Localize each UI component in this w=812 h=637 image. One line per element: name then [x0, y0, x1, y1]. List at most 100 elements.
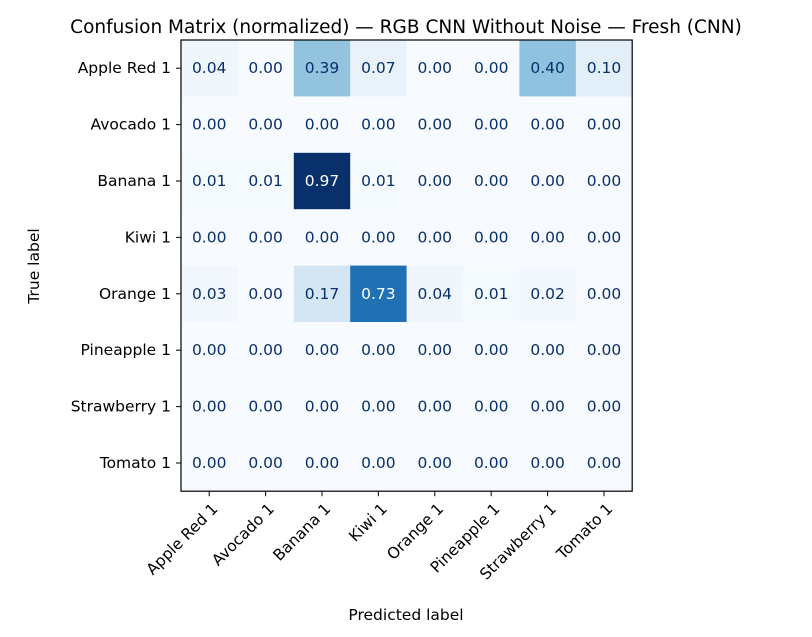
cell-value-label: 0.00 — [530, 172, 565, 190]
heatmap-cell — [237, 209, 295, 267]
heatmap-cell — [181, 152, 238, 210]
cell-value-label: 0.00 — [587, 228, 622, 246]
heatmap-cell — [181, 434, 238, 492]
cell-value-label: 0.00 — [587, 341, 622, 359]
heatmap-cell — [519, 209, 577, 267]
heatmap-cell — [181, 40, 238, 97]
cell-value-label: 0.00 — [192, 228, 227, 246]
heatmap-cell — [519, 434, 577, 492]
y-tick-label: Avocado 1 — [91, 116, 171, 134]
heatmap-cell — [463, 265, 520, 323]
heatmap-cell — [237, 96, 295, 154]
heatmap-cell — [463, 322, 520, 379]
heatmap-cell — [463, 209, 520, 267]
heatmap-cell — [237, 40, 295, 97]
heatmap-cell — [575, 152, 633, 210]
cell-value-label: 0.03 — [192, 285, 227, 303]
cell-value-label: 0.00 — [305, 341, 340, 359]
y-tick-label: Pineapple 1 — [81, 341, 171, 359]
cell-value-label: 0.00 — [192, 398, 227, 416]
heatmap-cell — [350, 378, 408, 436]
heatmap-cell-labels: 0.04 0.00 0.39 0.07 0.00 0.00 0.40 0.10 0.00 0.00… — [192, 59, 621, 472]
heatmap-cell — [237, 378, 295, 436]
x-tick-label: Banana 1 — [270, 500, 335, 565]
y-tick-label: Apple Red 1 — [78, 59, 171, 77]
heatmap-cell — [181, 322, 238, 379]
cell-value-label: 0.00 — [192, 116, 227, 134]
cell-value-label: 0.01 — [474, 285, 509, 303]
heatmap-cell — [519, 152, 577, 210]
y-tick-label: Strawberry 1 — [71, 398, 171, 416]
cell-value-label: 0.00 — [530, 116, 565, 134]
heatmap-cell — [406, 322, 464, 379]
cell-value-label: 0.00 — [418, 398, 453, 416]
x-tick-label: Tomato 1 — [553, 500, 617, 564]
heatmap-cell — [406, 96, 464, 154]
cell-value-label: 0.00 — [587, 454, 622, 472]
cell-value-label: 0.00 — [418, 59, 453, 77]
y-tick-label: Banana 1 — [97, 172, 171, 190]
cell-value-label: 0.02 — [530, 285, 565, 303]
cell-value-label: 0.00 — [361, 454, 396, 472]
cell-value-label: 0.00 — [530, 398, 565, 416]
x-tick-label: Apple Red 1 — [143, 500, 222, 579]
heatmap-cell — [575, 265, 633, 323]
heatmap-cell — [350, 40, 408, 97]
cell-value-label: 0.00 — [474, 228, 509, 246]
heatmap-cell — [463, 40, 520, 97]
cell-value-label: 0.00 — [474, 398, 509, 416]
cell-value-label: 0.07 — [361, 59, 396, 77]
cell-value-label: 0.00 — [361, 398, 396, 416]
cell-value-label: 0.00 — [248, 341, 283, 359]
heatmap-cell — [293, 209, 351, 267]
cell-value-label: 0.00 — [248, 398, 283, 416]
heatmap-cell — [519, 40, 577, 97]
cell-value-label: 0.97 — [305, 172, 340, 190]
cell-value-label: 0.00 — [248, 116, 283, 134]
heatmap-cell — [181, 265, 238, 323]
heatmap-cell — [463, 152, 520, 210]
chart-title: Confusion Matrix (normalized) — RGB CNN … — [70, 17, 742, 38]
heatmap-cell — [519, 96, 577, 154]
cell-value-label: 0.00 — [474, 454, 509, 472]
cell-value-label: 0.00 — [248, 285, 283, 303]
cell-value-label: 0.00 — [418, 116, 453, 134]
heatmap-cell — [519, 265, 577, 323]
y-tick-label: Tomato 1 — [99, 454, 171, 472]
cell-value-label: 0.00 — [305, 116, 340, 134]
heatmap-cell — [519, 322, 577, 379]
heatmap-cell — [575, 40, 633, 97]
cell-value-label: 0.10 — [587, 59, 622, 77]
heatmap-cell — [350, 152, 408, 210]
heatmap-cell — [463, 434, 520, 492]
heatmap-cell — [293, 265, 351, 323]
cell-value-label: 0.00 — [248, 59, 283, 77]
heatmap-cell — [575, 434, 633, 492]
cell-value-label: 0.00 — [587, 116, 622, 134]
cell-value-label: 0.01 — [361, 172, 396, 190]
cell-value-label: 0.00 — [418, 172, 453, 190]
cell-value-label: 0.00 — [418, 341, 453, 359]
cell-value-label: 0.00 — [361, 341, 396, 359]
heatmap-cell — [519, 378, 577, 436]
heatmap-cell — [181, 378, 238, 436]
heatmap-cell — [575, 378, 633, 436]
heatmap-cell — [406, 265, 464, 323]
cell-value-label: 0.00 — [530, 341, 565, 359]
cell-value-label: 0.00 — [587, 398, 622, 416]
cell-value-label: 0.17 — [305, 285, 340, 303]
heatmap-cell — [237, 322, 295, 379]
cell-value-label: 0.00 — [474, 172, 509, 190]
cell-value-label: 0.00 — [587, 285, 622, 303]
cell-value-label: 0.00 — [305, 454, 340, 472]
cell-value-label: 0.00 — [418, 228, 453, 246]
cell-value-label: 0.01 — [192, 172, 227, 190]
heatmap-cell — [350, 434, 408, 492]
heatmap-cell — [463, 96, 520, 154]
heatmap-cell — [350, 96, 408, 154]
heatmap-cell — [350, 265, 408, 323]
cell-value-label: 0.00 — [361, 116, 396, 134]
y-axis-label: True label — [25, 228, 43, 304]
heatmap-cell — [293, 378, 351, 436]
cell-value-label: 0.00 — [192, 454, 227, 472]
